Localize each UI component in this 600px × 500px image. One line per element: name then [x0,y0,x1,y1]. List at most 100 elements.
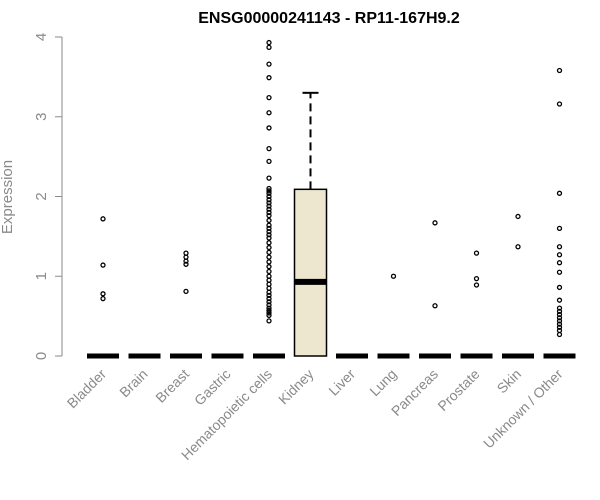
outlier-point [556,225,563,232]
outlier-point [556,101,563,107]
category-label: Prostate [434,366,482,414]
outlier-point [266,44,272,51]
outlier-point [266,302,272,308]
outlier-point [266,244,272,251]
outlier-point [266,254,272,260]
outlier-point [183,288,189,295]
outlier-point [266,212,272,219]
outlier-point [556,324,563,330]
outlier-point [556,305,563,311]
outlier-point [266,175,272,181]
outlier-point [266,268,272,275]
outlier-point [556,67,563,74]
outlier-point [556,190,563,196]
outlier-point [556,284,563,291]
y-tick-label: 3 [33,113,50,121]
outlier-point [266,222,272,228]
outlier-point [473,275,480,282]
outlier-point [556,297,563,303]
outlier-point [266,190,272,196]
outlier-point [183,258,189,264]
box-unknown-other [543,67,576,359]
outlier-point [100,216,106,222]
outlier-point [556,244,563,250]
y-tick-label: 1 [33,272,50,280]
outlier-point [266,318,272,324]
outlier-point [556,331,563,338]
box-bladder [87,216,119,359]
box-breast [170,250,202,359]
outlier-point [266,305,272,311]
outlier-point [266,193,272,200]
box-body [293,188,328,357]
outlier-point [556,269,563,275]
outlier-point [100,291,106,297]
box-skin [502,213,534,359]
outlier-point [100,262,106,268]
outlier-point [556,308,563,314]
category-label: Skin [494,366,525,397]
outlier-point [266,188,272,194]
box-pancreas [419,220,451,359]
box-prostate [460,250,493,359]
outlier-point [556,260,563,266]
category-label: Breast [152,366,192,406]
outlier-point [266,125,272,131]
outlier-point [266,158,272,165]
outlier-point [266,209,272,216]
outlier-point [266,145,272,152]
outlier-point [266,185,272,192]
category-label: Brain [116,366,150,400]
outlier-point [266,110,272,116]
outlier-point [100,295,106,302]
outlier-point [390,273,397,279]
category-label: Unknown / Other [480,366,566,452]
category-label: Bladder [64,366,110,412]
outlier-point [266,206,272,212]
axes: 0 1 2 3 4 [33,33,63,360]
outlier-point [266,61,272,67]
category-label: Lung [366,366,399,399]
outlier-point [266,299,272,305]
box-lung [377,273,410,359]
outlier-point [266,217,272,224]
outlier-point [556,315,563,321]
outlier-point [266,39,272,46]
y-tick-label: 2 [33,192,50,200]
outlier-point [266,197,272,203]
outlier-point [473,250,480,256]
box-kidney [293,91,328,357]
outlier-point [266,240,272,246]
outlier-point [556,318,563,324]
box-hematopoietic-cells [253,39,285,359]
outlier-point [266,310,272,316]
outlier-point [515,213,521,220]
outlier-point [266,259,272,265]
outlier-point [266,292,272,299]
outlier-point [556,311,563,318]
outlier-point [432,303,438,309]
outlier-point [266,249,272,255]
chart-title: ENSG00000241143 - RP11-167H9.2 [198,10,460,27]
outlier-point [266,200,272,206]
y-tick-label: 0 [33,352,50,360]
outlier-point [266,312,272,318]
boxes [87,39,576,359]
outlier-point [266,225,272,232]
outlier-point [266,75,272,81]
outlier-point [556,252,563,258]
outlier-point [266,289,272,295]
category-label: Kidney [275,366,317,408]
outlier-point [556,321,563,327]
y-axis-label: Expression [0,160,16,234]
outlier-point [266,307,272,314]
outlier-point [266,228,272,235]
outlier-point [266,264,272,270]
outlier-point [473,282,480,288]
outlier-point [183,261,189,267]
outlier-point [266,235,272,241]
y-tick-label: 4 [33,33,50,41]
category-label: Liver [325,366,358,399]
